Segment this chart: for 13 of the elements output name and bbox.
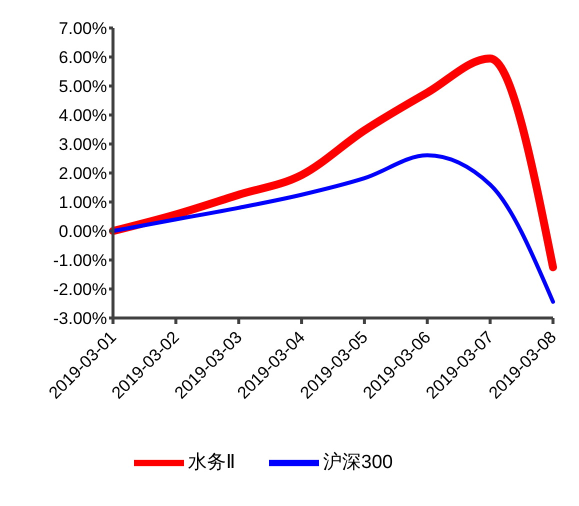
- y-tick-label: 6.00%: [58, 48, 107, 68]
- y-tick-label: -3.00%: [53, 309, 107, 328]
- y-tick-label: 2.00%: [58, 164, 107, 184]
- y-tick-label: 3.00%: [58, 135, 107, 154]
- y-tick-label: 4.00%: [58, 106, 107, 126]
- legend-label: 水务Ⅱ: [188, 452, 236, 474]
- legend-label: 沪深300: [323, 452, 393, 474]
- y-tick-label: 7.00%: [58, 19, 107, 38]
- y-tick-label: 1.00%: [58, 193, 107, 212]
- y-tick-label: 5.00%: [58, 77, 107, 96]
- y-tick-label: 0.00%: [58, 222, 107, 242]
- y-tick-label: -1.00%: [53, 251, 107, 270]
- y-tick-label: -2.00%: [53, 280, 107, 300]
